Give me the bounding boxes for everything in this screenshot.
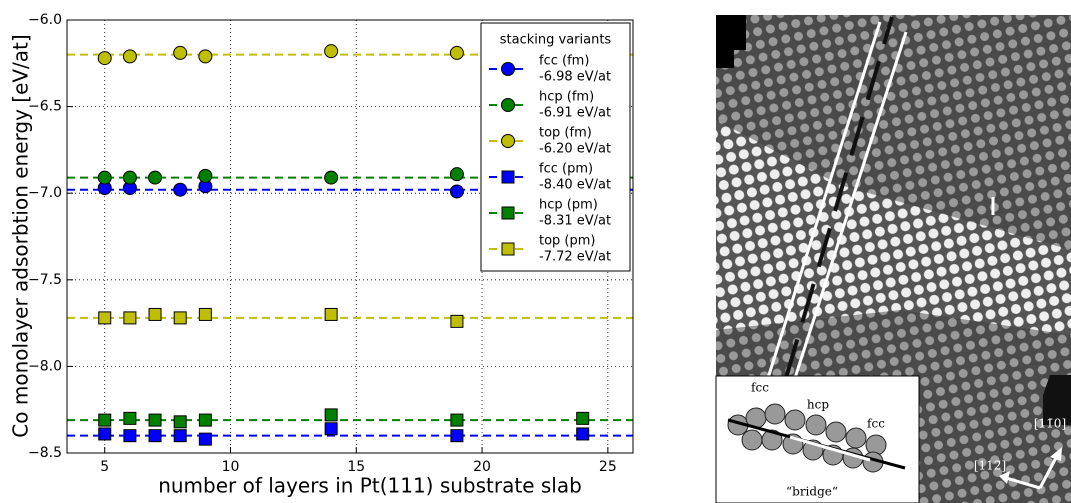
dark-spot xyxy=(716,15,746,68)
legend-label: -6.91 eV/at xyxy=(539,106,611,121)
inset-atoms xyxy=(727,403,887,473)
point xyxy=(576,411,590,425)
point xyxy=(122,170,137,185)
arrowhead xyxy=(999,471,1010,484)
legend-label: -6.20 eV/at xyxy=(539,142,611,157)
dark-spot xyxy=(1043,375,1071,425)
legend-label: hcp (fm) xyxy=(539,90,594,105)
y-tick-label: −6.0 xyxy=(28,12,62,28)
guide-line xyxy=(784,16,894,379)
legend-marker xyxy=(501,62,515,76)
point xyxy=(148,413,162,427)
legend-label: top (pm) xyxy=(539,234,596,249)
point xyxy=(576,427,590,441)
y-tick-label: −8.5 xyxy=(28,445,62,461)
legend-marker xyxy=(501,170,515,184)
point xyxy=(148,170,163,185)
legend-marker xyxy=(501,242,515,256)
point xyxy=(173,415,187,429)
arrowhead xyxy=(1050,447,1062,461)
inset-line xyxy=(789,435,871,462)
axes-frame xyxy=(66,19,634,454)
legend-label: hcp (pm) xyxy=(539,198,598,213)
point xyxy=(173,429,187,443)
y-tick-label: −7.0 xyxy=(28,185,62,201)
point xyxy=(148,429,162,443)
stm-image: fcc hcp fcc “bridge“ [11̄0] [112̄] xyxy=(715,15,1071,503)
legend-marker xyxy=(501,98,515,112)
point xyxy=(123,311,137,325)
point xyxy=(173,182,188,197)
guide-line xyxy=(766,21,882,379)
point xyxy=(97,51,112,66)
point xyxy=(198,307,212,321)
legend-label: fcc (fm) xyxy=(539,54,589,69)
point xyxy=(98,311,112,325)
x-tick-label: 25 xyxy=(599,459,617,475)
x-tick-label: 20 xyxy=(473,459,491,475)
legend-label: -7.72 eV/at xyxy=(539,250,611,265)
bright-band xyxy=(716,120,1071,335)
inset-label: “bridge“ xyxy=(786,485,838,499)
point xyxy=(324,44,339,59)
direction-arrow xyxy=(1038,453,1060,489)
point xyxy=(198,49,213,64)
point xyxy=(198,168,213,183)
y-axis-label: Co monolayer adsorbtion energy [eV/at] xyxy=(9,34,33,437)
point xyxy=(123,429,137,443)
x-tick-label: 10 xyxy=(222,459,240,475)
point xyxy=(98,413,112,427)
direction-arrow xyxy=(1005,476,1041,490)
point xyxy=(148,307,162,321)
legend-title: stacking variants xyxy=(500,33,612,48)
point xyxy=(173,45,188,60)
point xyxy=(449,167,464,182)
legend-label: -8.31 eV/at xyxy=(539,214,611,229)
point xyxy=(324,170,339,185)
point xyxy=(450,413,464,427)
legend-label: top (fm) xyxy=(539,126,592,141)
point xyxy=(198,413,212,427)
legend-label: -8.40 eV/at xyxy=(539,178,611,193)
point xyxy=(324,422,338,436)
x-tick-label: 5 xyxy=(100,459,109,475)
y-tick-label: −6.5 xyxy=(28,99,62,115)
guide-line xyxy=(793,31,908,379)
point xyxy=(198,432,212,446)
legend-marker xyxy=(501,134,515,148)
inset-label: fcc xyxy=(751,381,769,395)
point xyxy=(123,411,137,425)
legend-label: fcc (pm) xyxy=(539,162,593,177)
point xyxy=(324,408,338,422)
y-tick-label: −8.0 xyxy=(28,358,62,374)
direction-label: [11̄0] xyxy=(1034,417,1066,431)
point xyxy=(450,314,464,328)
point xyxy=(122,49,137,64)
point xyxy=(449,184,464,199)
inset-label: fcc xyxy=(867,417,885,431)
point xyxy=(450,429,464,443)
point xyxy=(173,311,187,325)
y-tick-label: −7.5 xyxy=(28,272,62,288)
legend-label: -6.98 eV/at xyxy=(539,70,611,85)
x-tick-label: 15 xyxy=(347,459,365,475)
x-axis-label: number of layers in Pt(111) substrate sl… xyxy=(158,474,582,498)
point xyxy=(97,170,112,185)
direction-label: [112̄] xyxy=(974,459,1006,473)
inset-label: hcp xyxy=(807,398,829,412)
chart: 5 10 15 20 25 −6.0 −6.5 −7.0 −7.5 −8.0 −8.5 stackin… xyxy=(28,12,633,475)
legend: stacking variants fcc (fm)-6.98 eV/at hcp … xyxy=(480,22,631,272)
point xyxy=(98,427,112,441)
point xyxy=(449,45,464,60)
legend-marker xyxy=(501,206,515,220)
point xyxy=(324,307,338,321)
